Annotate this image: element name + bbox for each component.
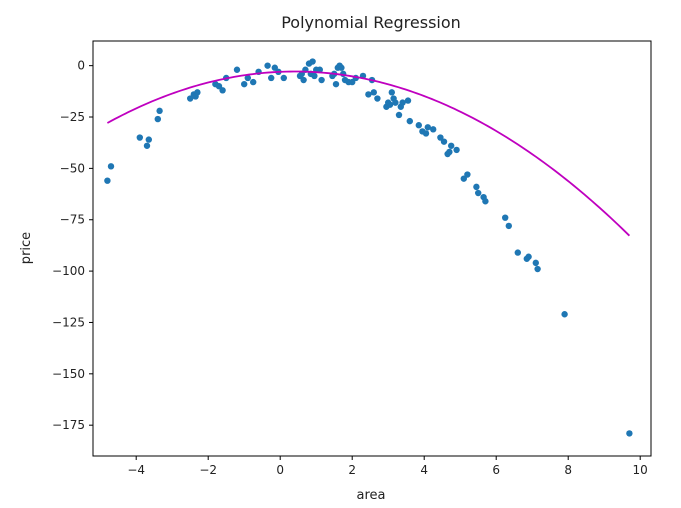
data-point-17	[244, 74, 251, 82]
data-point-71	[446, 148, 453, 156]
plot-frame	[92, 40, 652, 457]
data-point-72	[448, 142, 455, 149]
data-point-84	[525, 253, 532, 260]
data-point-86	[534, 265, 541, 273]
data-point-13	[219, 87, 226, 94]
data-point-68	[437, 134, 444, 141]
x-tick-label-7: 10	[633, 463, 648, 477]
data-point-18	[250, 78, 257, 86]
data-point-38	[332, 80, 340, 88]
data-point-88	[626, 430, 633, 437]
data-point-76	[473, 183, 480, 191]
data-point-67	[430, 126, 437, 133]
x-tick-label-5: 6	[492, 463, 500, 477]
data-point-85	[532, 259, 539, 267]
data-point-66	[424, 124, 431, 131]
data-point-20	[264, 62, 271, 69]
x-tick-label-6: 8	[564, 463, 572, 477]
x-tick-label-1: −2	[199, 463, 217, 477]
data-point-51	[374, 95, 381, 102]
data-point-22	[271, 64, 278, 71]
data-point-63	[415, 122, 422, 129]
data-point-7	[187, 95, 194, 102]
data-point-3	[143, 142, 151, 149]
data-point-62	[406, 117, 413, 125]
data-point-10	[194, 89, 201, 96]
data-point-58	[395, 111, 403, 119]
data-point-31	[309, 58, 316, 65]
y-tick-label-0: 0	[77, 59, 85, 73]
x-tick-label-4: 4	[420, 463, 428, 477]
data-point-4	[145, 136, 152, 143]
data-point-75	[464, 171, 471, 178]
data-point-27	[300, 76, 307, 84]
data-point-82	[514, 249, 521, 256]
data-point-79	[482, 198, 489, 205]
data-point-15	[233, 66, 241, 73]
data-point-35	[318, 76, 325, 84]
data-point-69	[440, 138, 448, 145]
data-point-87	[561, 311, 568, 318]
data-point-12	[215, 83, 223, 90]
x-axis-label: area	[357, 488, 386, 503]
data-point-74	[460, 175, 467, 182]
y-tick-label-6: −150	[52, 367, 85, 381]
data-point-65	[422, 130, 430, 137]
data-point-24	[280, 74, 287, 82]
y-tick-label-7: −175	[52, 418, 85, 432]
data-point-34	[316, 66, 323, 73]
data-point-1	[107, 163, 115, 170]
fit-line	[106, 70, 631, 237]
data-point-57	[392, 99, 399, 106]
data-point-48	[365, 91, 372, 98]
data-point-73	[453, 146, 460, 154]
data-point-16	[241, 80, 248, 88]
data-point-77	[475, 189, 482, 197]
data-point-0	[104, 177, 111, 184]
y-tick-label-3: −75	[60, 213, 85, 227]
x-tick-label-0: −4	[127, 463, 145, 477]
data-point-50	[370, 89, 377, 96]
y-tick-label-2: −50	[60, 161, 85, 175]
y-axis-label: price	[19, 232, 34, 264]
data-point-2	[136, 134, 143, 141]
data-point-5	[154, 115, 161, 123]
data-point-80	[502, 214, 509, 221]
data-point-32	[311, 72, 318, 80]
y-tick-label-4: −100	[52, 264, 85, 278]
data-point-55	[388, 89, 395, 96]
x-tick-label-2: 0	[276, 463, 284, 477]
y-tick-label-5: −125	[52, 315, 85, 329]
data-point-6	[156, 107, 163, 115]
x-tick-label-3: 2	[348, 463, 356, 477]
data-point-61	[404, 97, 412, 104]
data-point-21	[268, 74, 275, 82]
data-point-54	[386, 101, 394, 108]
data-point-60	[399, 99, 406, 106]
data-point-41	[338, 64, 345, 71]
data-point-45	[349, 78, 356, 86]
plot-area: −4 −2 0 2 4 6 8 10 0 −25 −50 −75 −100 −125 −150 −175	[52, 40, 652, 477]
chart-title: Polynomial Regression	[281, 13, 461, 32]
data-point-81	[505, 222, 512, 230]
y-tick-label-1: −25	[60, 110, 85, 124]
